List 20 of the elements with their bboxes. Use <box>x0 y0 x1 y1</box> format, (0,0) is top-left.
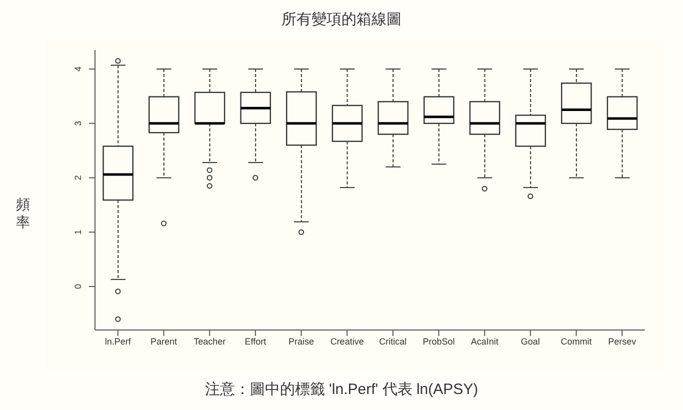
y-tick-label: 0 <box>73 284 83 290</box>
x-tick-label: AcaInit <box>470 336 499 346</box>
x-tick-label: Effort <box>244 336 267 346</box>
x-tick-label: Goal <box>520 336 540 346</box>
y-tick-label: 1 <box>73 230 83 235</box>
x-tick-label: ProbSol <box>422 336 455 346</box>
x-tick-label: Critical <box>379 336 407 346</box>
y-axis-title: 頻率 <box>16 195 31 231</box>
x-tick-label: Parent <box>150 336 178 346</box>
y-tick-label: 4 <box>73 66 83 72</box>
x-tick-label: Persev <box>608 336 637 346</box>
y-tick-label: 3 <box>73 120 83 126</box>
text: 注意：圖中的標籤 'ln.Perf' 代表 ln(APSY) <box>204 380 480 399</box>
x-tick-label: ln.Perf <box>104 336 132 346</box>
x-tick-label: Teacher <box>194 336 226 346</box>
y-tick-label: 2 <box>73 175 83 180</box>
x-tick-label: Commit <box>560 336 592 346</box>
x-tick-label: Creative <box>330 336 364 346</box>
x-tick-label: Praise <box>288 336 314 346</box>
chart-title: 所有變項的箱線圖 <box>280 10 402 29</box>
